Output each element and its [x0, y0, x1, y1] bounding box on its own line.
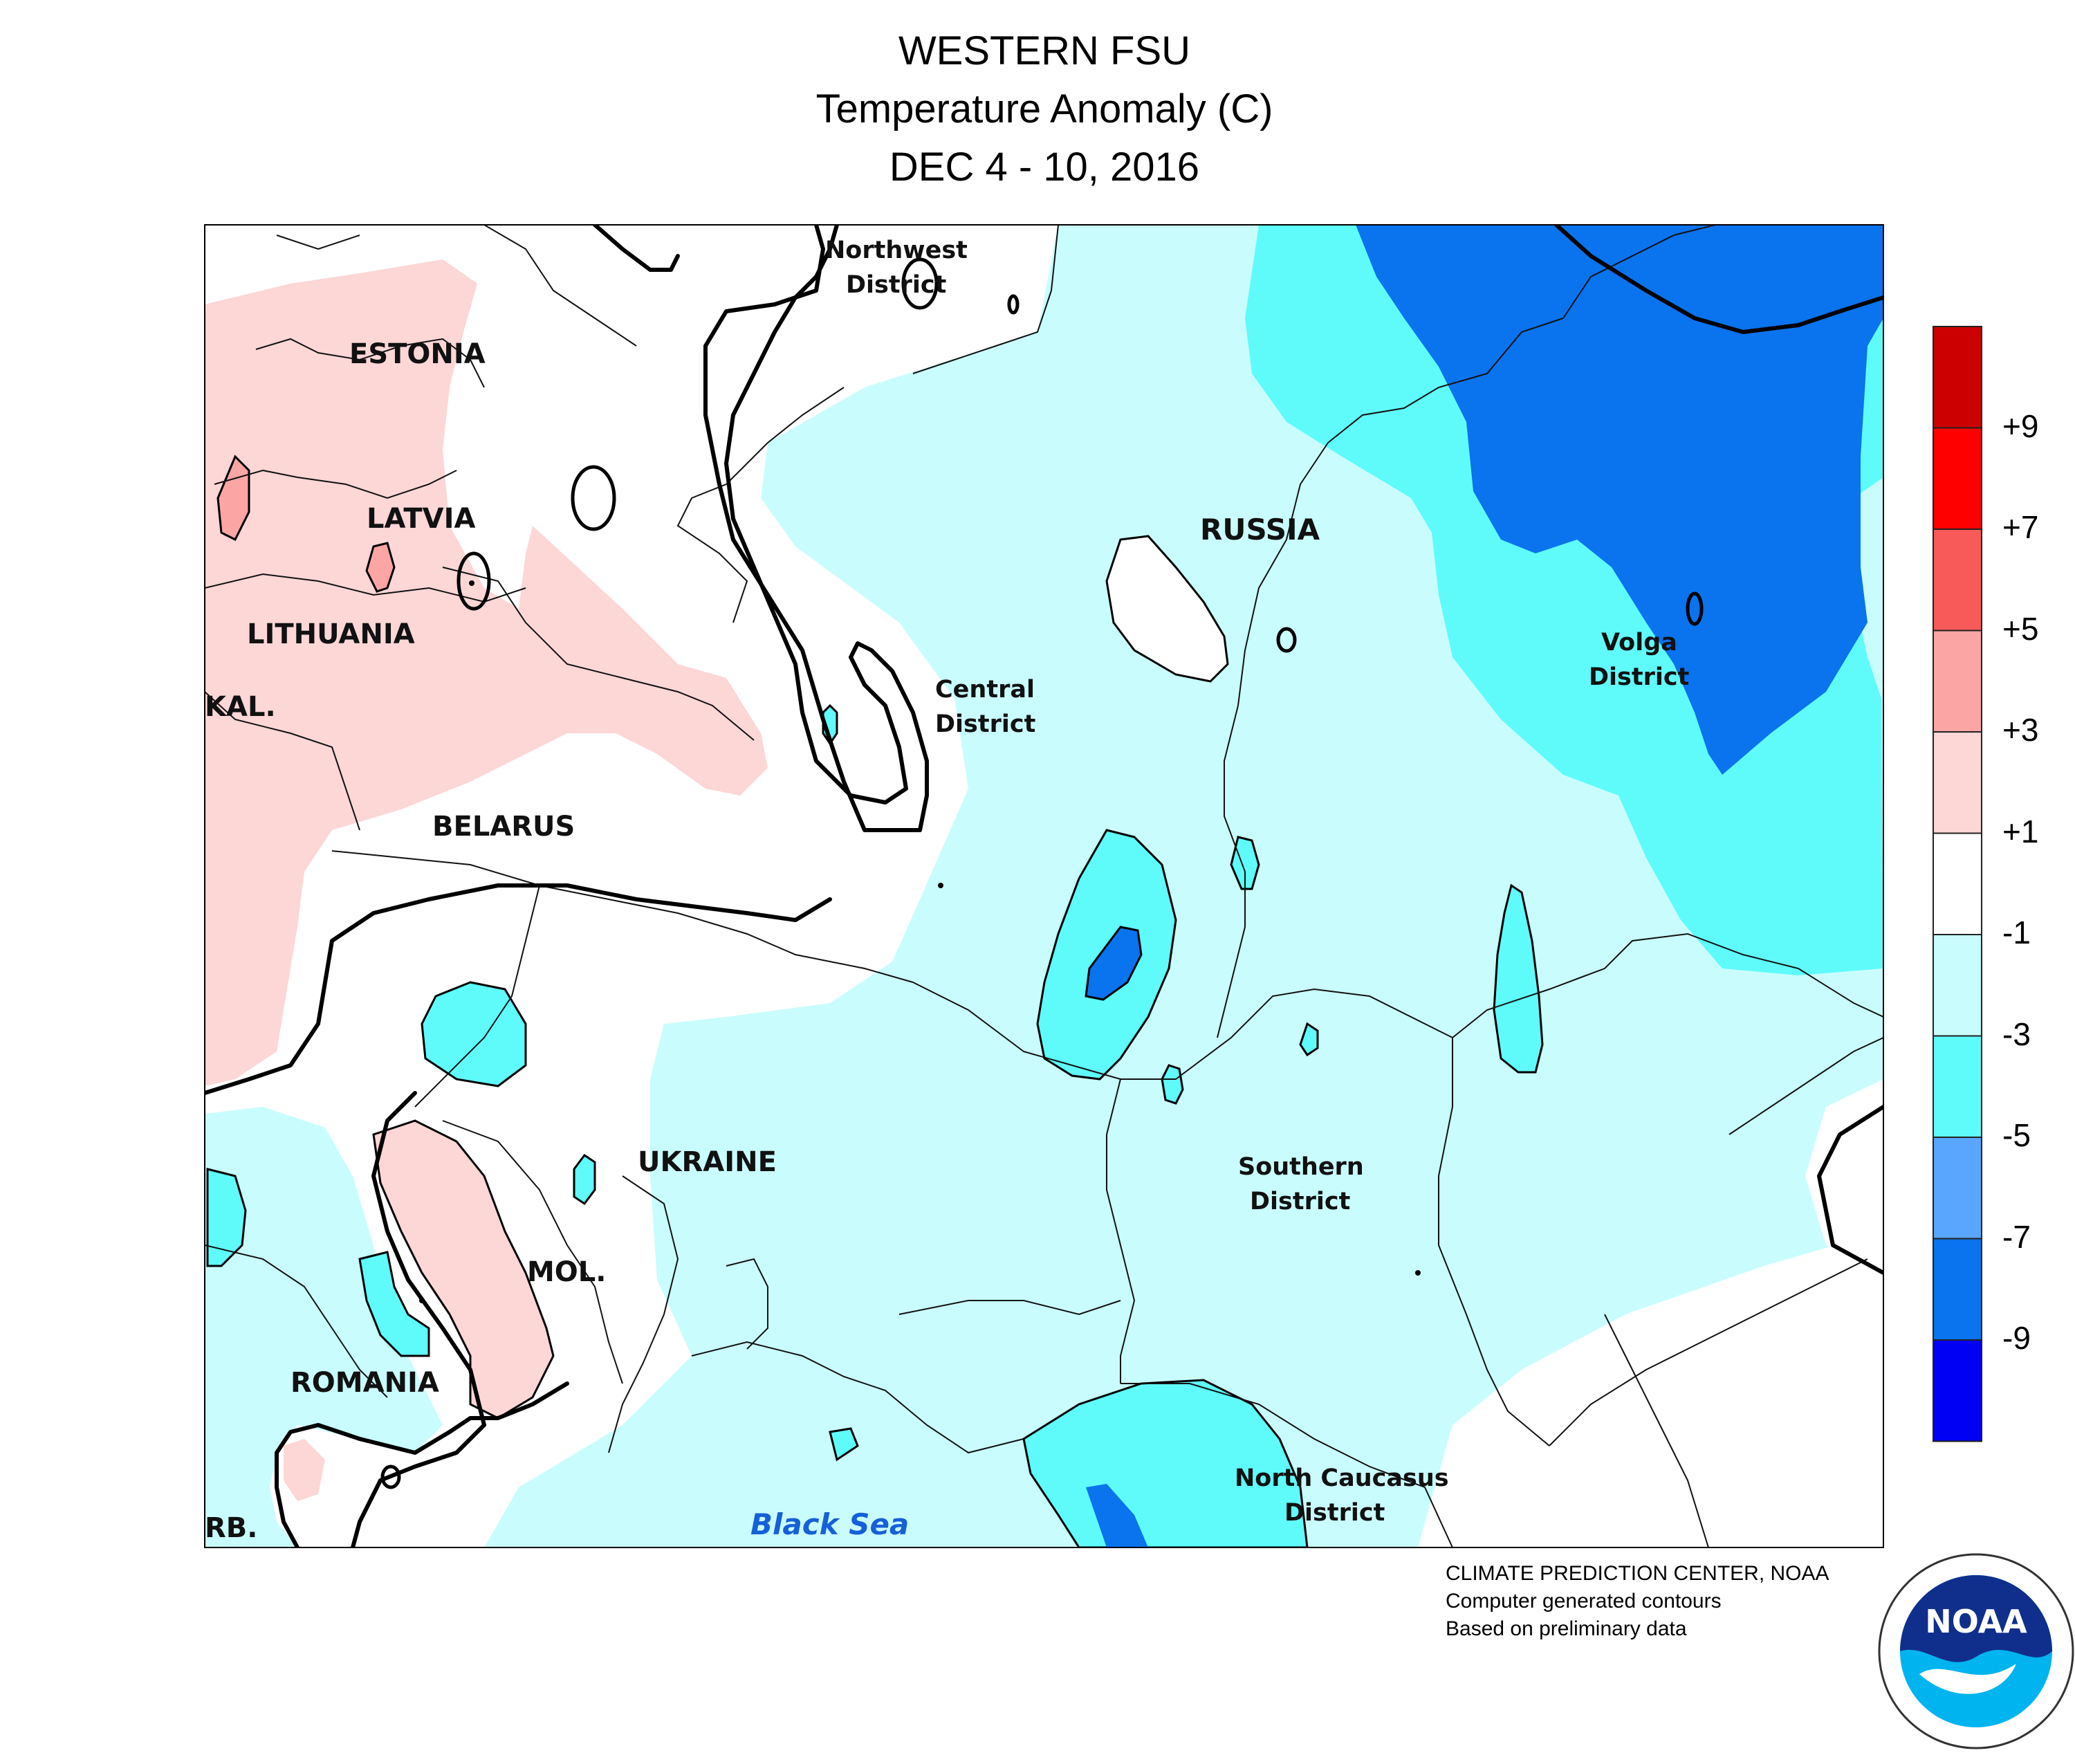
legend-swatch	[1933, 731, 1982, 834]
legend-swatch	[1933, 1035, 1982, 1138]
label-northwest-line1: Northwest	[825, 237, 968, 264]
anomaly-region-plus1-plus3-moldova	[372, 1119, 555, 1420]
legend-tick-label: -3	[2002, 1016, 2031, 1052]
country-borders	[205, 225, 1883, 1547]
anomaly-region-minus3-minus5-small-1	[1230, 836, 1260, 890]
label-volga-line1: Volga	[1601, 629, 1677, 656]
map-title: WESTERN FSU	[898, 28, 1191, 73]
anomaly-region-near-zero-central	[1105, 535, 1229, 683]
legend-swatch	[1933, 630, 1982, 733]
label-lithuania: LITHUANIA	[247, 618, 415, 650]
anomaly-region-near-zero-east	[1805, 1079, 1883, 1266]
map-date-range: DEC 4 - 10, 2016	[889, 145, 1200, 190]
anomaly-region-minus3-minus5-ukraine-west	[421, 981, 527, 1087]
anomaly-region-minus7-minus9-central	[1085, 926, 1143, 1001]
map-area	[205, 225, 1883, 1547]
anomaly-region-plus1-plus3-romania-south	[284, 1439, 325, 1501]
label-latvia: LATVIA	[367, 503, 475, 535]
label-caucasus-line2: District	[1284, 1499, 1385, 1527]
label-central-line1: Central	[935, 676, 1035, 704]
legend-tick-label: -1	[2002, 915, 2031, 950]
credit-line-3: Based on preliminary data	[1446, 1617, 1687, 1640]
legend-tick-label: +7	[2002, 509, 2039, 545]
anomaly-region-minus3-minus5-serbia	[206, 1168, 247, 1267]
label-volga-line2: District	[1589, 663, 1689, 691]
anomaly-region-minus3-minus5-small-5	[573, 1153, 596, 1206]
legend-swatch	[1933, 1238, 1982, 1341]
legend-swatch	[1933, 529, 1982, 632]
legend-swatch	[1933, 832, 1982, 935]
legend-tick-label: +3	[2002, 712, 2039, 748]
anomaly-region-minus1-minus3-romania	[205, 1107, 443, 1547]
legend-swatch	[1933, 934, 1982, 1037]
small-contours	[380, 257, 1704, 1489]
label-serbia: RB.	[205, 1512, 257, 1544]
label-ukraine: UKRAINE	[638, 1146, 777, 1178]
legend-tick-label: -7	[2002, 1218, 2031, 1255]
label-russia: RUSSIA	[1200, 513, 1320, 546]
legend-tick-label: +9	[2002, 407, 2039, 444]
map-frame	[204, 224, 1884, 1548]
credit-line-2: Computer generated contours	[1446, 1590, 1722, 1613]
label-caucasus-line1: North Caucasus	[1235, 1464, 1449, 1492]
legend-tick-label: -9	[2002, 1320, 2031, 1356]
anomaly-region-minus3-minus5-crimea	[829, 1427, 859, 1462]
legend-color-bar	[1933, 326, 1982, 1442]
legend-tick-label: +5	[2002, 610, 2039, 647]
anomaly-region-minus3-minus5-volga-spine	[1493, 883, 1544, 1074]
anomaly-region-near-zero-south-east	[1418, 1231, 1883, 1547]
legend-tick-label: +1	[2002, 813, 2039, 849]
anomaly-region-plus3-plus5-latvia-west	[216, 454, 250, 542]
map-subtitle: Temperature Anomaly (C)	[815, 86, 1273, 131]
label-central-line2: District	[935, 710, 1035, 738]
noaa-logo-text: NOAA	[1925, 1603, 2027, 1640]
map-labels: ESTONIA LATVIA LITHUANIA KAL. BELARUS UK…	[205, 237, 1689, 1544]
legend-swatch	[1933, 1137, 1982, 1240]
noaa-seal-icon: NOAA	[1878, 1553, 2074, 1749]
anomaly-region-plus3-plus5-latvia	[365, 542, 396, 593]
credits: CLIMATE PREDICTION CENTER, NOAA Computer…	[1446, 1560, 1829, 1643]
label-moldova: MOL.	[527, 1256, 607, 1288]
anomaly-region-minus7-minus9-caucasus	[1086, 1484, 1148, 1547]
legend-swatch	[1933, 427, 1982, 530]
label-estonia: ESTONIA	[349, 338, 486, 370]
label-kaliningrad: KAL.	[205, 691, 276, 723]
label-northwest-line2: District	[846, 271, 946, 299]
anomaly-region-plus1-plus3-baltic	[205, 259, 768, 1086]
zero-contours	[205, 225, 1883, 1547]
label-belarus: BELARUS	[432, 811, 575, 843]
label-black-sea: Black Sea	[750, 1507, 909, 1541]
lakes	[419, 580, 1421, 1303]
legend-swatch	[1933, 1339, 1982, 1442]
label-southern-line2: District	[1250, 1188, 1350, 1215]
legend-tick-label: -5	[2002, 1117, 2031, 1153]
label-romania: ROMANIA	[290, 1367, 439, 1399]
legend-swatch	[1933, 326, 1982, 429]
anomaly-region-minus7-minus9-volga	[1356, 225, 1883, 775]
label-southern-line1: Southern	[1238, 1153, 1364, 1181]
anomaly-region-minus3-minus5-romania	[358, 1251, 430, 1357]
anomaly-region-minus3-minus5-small-3	[1299, 1022, 1319, 1057]
anomaly-region-minus3-minus5-small-2	[1161, 1064, 1184, 1105]
credit-line-1: CLIMATE PREDICTION CENTER, NOAA	[1446, 1562, 1829, 1585]
